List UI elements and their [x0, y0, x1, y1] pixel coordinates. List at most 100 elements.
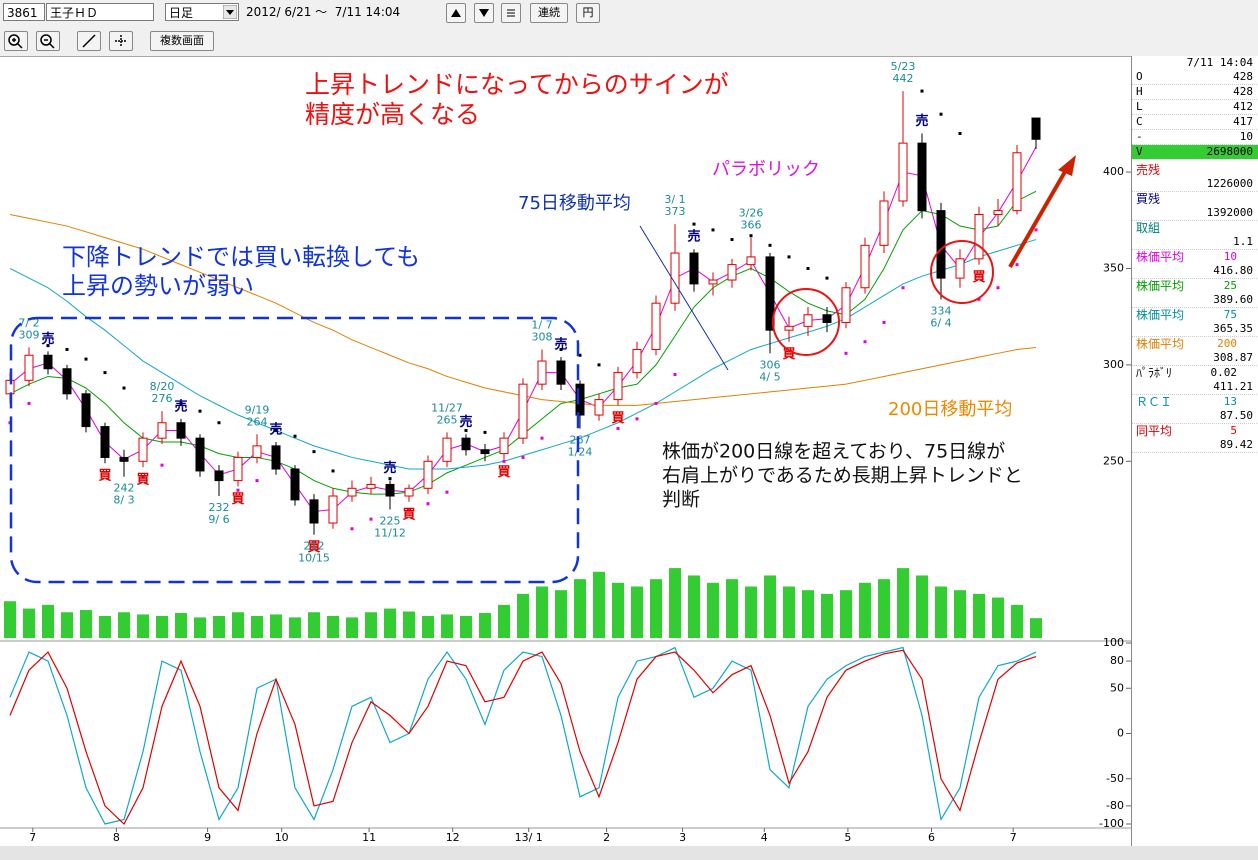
parabolic-dot [730, 238, 734, 242]
signal: 買 [782, 347, 795, 362]
volume-bar [346, 617, 358, 638]
candle-body [518, 383, 528, 439]
x-tick-label: 6 [928, 831, 935, 844]
parabolic-dot [236, 488, 240, 492]
volume-bar [555, 590, 567, 638]
y-tick-label: 350 [1103, 261, 1124, 274]
indicator-label: 株価平均 [1136, 279, 1185, 293]
extreme-price: 373 [665, 205, 686, 218]
y-tick-label: 250 [1103, 454, 1124, 467]
parabolic-dot [369, 517, 373, 521]
moving-average [9, 239, 1037, 470]
quote-label: - [1136, 130, 1143, 143]
parabolic-dot [160, 463, 164, 467]
parabolic-dot [350, 527, 354, 531]
volume-bar [973, 593, 985, 638]
zoom-out[interactable] [36, 31, 60, 51]
signal: 買 [497, 465, 510, 480]
candle-body [480, 449, 490, 455]
volume-bar [118, 612, 130, 638]
up-button[interactable] [446, 3, 466, 23]
annotation: 200日移動平均 [888, 399, 1012, 420]
indicator-label-row: 売残 [1132, 163, 1258, 177]
multi-screen-button[interactable]: 複数画面 [150, 31, 214, 51]
candle-body [860, 244, 870, 289]
signal: 売 [174, 398, 187, 414]
name-field[interactable]: 王子ＨＤ [46, 3, 154, 21]
datetime: 7/11 14:04 [1186, 56, 1253, 69]
volume-bar [669, 568, 681, 638]
parabolic-dot [331, 469, 335, 473]
panel-datetime: 7/11 14:04 [1132, 56, 1258, 70]
candle-body [271, 445, 281, 470]
volume-bar [764, 575, 776, 638]
info-panel: 7/11 14:04 O 428 H 428 L 412 C 417 - 10 V 2698000 売残 1… [1131, 56, 1258, 846]
line-tool[interactable] [77, 31, 101, 51]
osc-tick-label: 0 [1117, 727, 1124, 740]
candle-body [309, 499, 319, 524]
x-tick-label: 12 [446, 831, 460, 844]
quote-label: L [1136, 100, 1143, 113]
volume-bar [650, 579, 662, 638]
osc-tick-label: -80 [1106, 799, 1124, 812]
candle-body [955, 258, 965, 279]
volume-bar [859, 582, 871, 638]
menu-button[interactable] [501, 3, 521, 23]
parabolic-dot [274, 428, 278, 432]
volume-bar [80, 610, 92, 638]
quote-label: O [1136, 70, 1143, 83]
cross-tool[interactable] [109, 31, 133, 51]
osc-tick-label: -100 [1099, 817, 1124, 830]
volume-bar [593, 571, 605, 638]
down-button[interactable] [474, 3, 494, 23]
parabolic-dot [312, 450, 316, 454]
volume-bar [498, 604, 510, 638]
indicator-value: 1392000 [1206, 206, 1253, 219]
extreme-price: 232 [209, 501, 230, 514]
highlight-box [9, 316, 580, 584]
extreme-date: 8/20 [150, 380, 175, 393]
candle-body [499, 437, 509, 455]
signal: 売 [41, 331, 54, 347]
parabolic-dot [407, 508, 411, 512]
extreme-price: 212 [304, 540, 325, 553]
volume-bar [289, 617, 301, 638]
signal: 買 [972, 270, 985, 285]
extreme-price: 306 [760, 358, 781, 371]
volume-bar [745, 586, 757, 638]
x-tick-label: 8 [113, 831, 120, 844]
indicator-label-row: 同平均 5 [1132, 424, 1258, 438]
quote-label: H [1136, 85, 1143, 98]
parabolic-dot [749, 234, 753, 238]
extreme-price: 225 [380, 515, 401, 528]
extreme-date: 11/12 [374, 527, 406, 540]
parabolic-dot [540, 436, 544, 440]
parabolic-dot [559, 347, 563, 351]
candle-body [917, 142, 927, 212]
yen-button[interactable]: 円 [576, 3, 600, 23]
indicator-label: 株価平均 [1136, 337, 1185, 351]
dropdown-arrow [223, 5, 237, 19]
volume-bar [156, 615, 168, 638]
parabolic-dot [901, 286, 905, 290]
candle-body [537, 360, 547, 385]
period-select[interactable]: 日足 [165, 3, 239, 21]
zoom-in[interactable] [4, 31, 28, 51]
quote-value: 428 [1233, 70, 1253, 83]
indicator-param: 25 [1223, 279, 1237, 292]
indicator-label-row: 株価平均 25 [1132, 279, 1258, 293]
candle-body [803, 314, 813, 327]
parabolic-dot [616, 427, 620, 431]
continuous-button[interactable]: 連続 [530, 3, 568, 23]
candle-body [347, 487, 357, 497]
signal: 買 [402, 507, 415, 522]
parabolic-dot [198, 409, 202, 413]
annotation: 75日移動平均 [518, 193, 631, 214]
volume-bar [574, 579, 586, 638]
volume-bar [688, 575, 700, 638]
x-tick-label: 2 [603, 831, 610, 844]
scrollbar[interactable] [0, 846, 1258, 860]
indicator-param: 0.02 [1210, 366, 1238, 379]
code-field[interactable]: 3861 [3, 3, 45, 21]
